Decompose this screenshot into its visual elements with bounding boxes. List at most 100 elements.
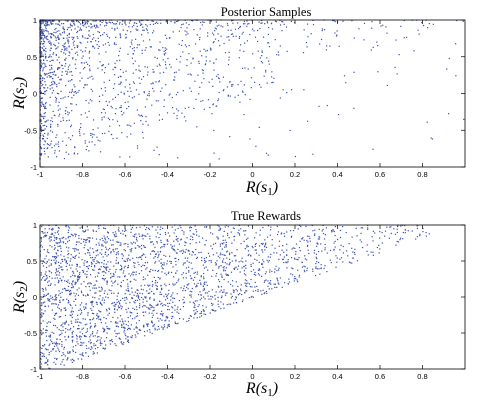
scatter-point: [411, 230, 413, 232]
scatter-point: [101, 253, 103, 255]
scatter-point: [194, 253, 196, 256]
scatter-point: [265, 69, 267, 72]
scatter-point: [104, 132, 106, 134]
scatter-point: [66, 298, 68, 300]
scatter-point: [129, 259, 131, 261]
scatter-point: [52, 83, 54, 85]
scatter-point: [130, 242, 132, 244]
scatter-point: [331, 231, 333, 233]
scatter-point: [118, 241, 120, 243]
scatter-point: [44, 105, 46, 107]
scatter-point: [78, 89, 80, 92]
scatter-point: [263, 261, 265, 263]
scatter-point: [50, 47, 52, 49]
scatter-point: [381, 242, 383, 244]
scatter-point: [70, 359, 72, 361]
scatter-point: [106, 332, 108, 334]
scatter-point: [229, 262, 231, 264]
scatter-point: [232, 302, 235, 304]
scatter-point: [210, 48, 212, 50]
scatter-point: [109, 340, 111, 342]
scatter-point: [115, 233, 117, 235]
scatter-point: [41, 33, 43, 35]
scatter-point: [229, 136, 231, 138]
scatter-point: [49, 144, 51, 146]
scatter-point: [46, 329, 48, 332]
scatter-point: [127, 327, 129, 329]
scatter-point: [220, 228, 222, 230]
scatter-point: [153, 276, 155, 279]
scatter-point: [246, 290, 248, 292]
scatter-point: [56, 237, 58, 239]
scatter-point: [149, 298, 151, 300]
scatter-point: [292, 268, 294, 270]
scatter-point: [270, 253, 272, 255]
scatter-point: [49, 88, 51, 90]
scatter-point: [283, 23, 285, 25]
scatter-point: [271, 28, 274, 30]
scatter-point: [117, 94, 119, 96]
scatter-point: [91, 301, 93, 303]
scatter-point: [77, 30, 79, 32]
scatter-point: [160, 262, 163, 264]
scatter-point: [161, 271, 163, 273]
scatter-point: [140, 296, 143, 299]
scatter-point: [114, 311, 116, 313]
scatter-point: [141, 235, 143, 237]
scatter-point: [257, 50, 259, 52]
scatter-point: [130, 90, 132, 93]
scatter-point: [93, 133, 95, 136]
scatter-point: [44, 128, 46, 130]
scatter-point: [190, 277, 192, 280]
scatter-point: [196, 34, 198, 36]
scatter-point: [160, 262, 162, 264]
scatter-point: [164, 272, 166, 274]
scatter-point: [388, 237, 390, 239]
scatter-point: [62, 326, 64, 328]
scatter-point: [214, 294, 216, 297]
scatter-point: [44, 305, 47, 308]
scatter-point: [121, 266, 123, 268]
scatter-point: [119, 75, 121, 77]
scatter-point: [123, 327, 125, 329]
scatter-point: [41, 22, 43, 24]
scatter-point: [212, 269, 214, 271]
scatter-point: [182, 305, 185, 308]
scatter-point: [231, 280, 234, 282]
scatter-point: [61, 291, 63, 293]
scatter-point: [79, 338, 81, 340]
scatter-point: [41, 21, 43, 23]
y-axis-label: R(s2): [11, 77, 30, 110]
scatter-point: [177, 237, 179, 240]
scatter-point: [219, 81, 221, 83]
scatter-point: [217, 73, 219, 76]
scatter-point: [126, 340, 129, 343]
scatter-point: [111, 280, 113, 282]
scatter-point: [336, 261, 338, 263]
scatter-point: [351, 236, 353, 238]
scatter-point: [208, 298, 210, 300]
scatter-point: [101, 342, 103, 345]
scatter-point: [40, 120, 42, 122]
scatter-point: [384, 230, 387, 232]
scatter-point: [77, 276, 79, 278]
scatter-point: [184, 289, 186, 292]
scatter-point: [55, 97, 58, 100]
scatter-point: [345, 82, 347, 84]
scatter-point: [354, 248, 356, 250]
scatter-point: [164, 64, 167, 66]
scatter-point: [293, 257, 296, 259]
scatter-point: [48, 259, 50, 261]
scatter-point: [80, 42, 82, 44]
scatter-point: [71, 339, 73, 342]
scatter-point: [103, 32, 105, 34]
scatter-point: [197, 305, 199, 308]
scatter-point: [64, 42, 67, 44]
scatter-point: [135, 69, 137, 71]
scatter-point: [189, 253, 191, 255]
scatter-point: [43, 62, 45, 64]
scatter-point: [218, 158, 220, 160]
scatter-point: [139, 246, 141, 248]
scatter-point: [116, 301, 118, 304]
scatter-point: [303, 89, 305, 91]
